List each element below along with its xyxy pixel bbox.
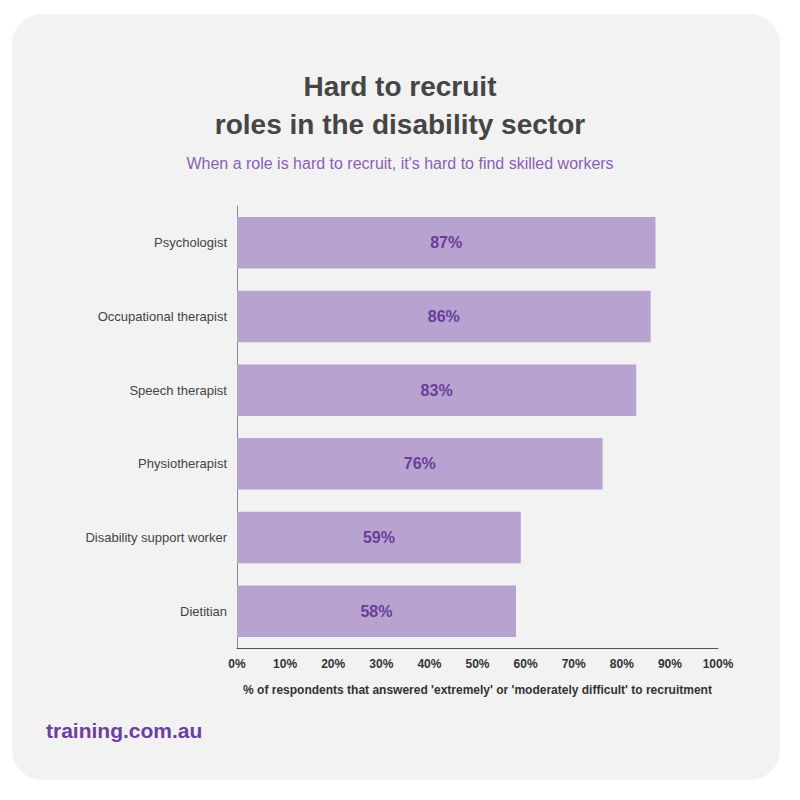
- svg-text:Psychologist: Psychologist: [154, 235, 227, 250]
- svg-text:Disability support worker: Disability support worker: [85, 530, 227, 545]
- svg-text:% of respondents that answered: % of respondents that answered 'extremel…: [243, 683, 712, 697]
- svg-text:30%: 30%: [369, 657, 393, 671]
- svg-text:10%: 10%: [273, 657, 297, 671]
- svg-text:50%: 50%: [465, 657, 489, 671]
- svg-text:Occupational therapist: Occupational therapist: [98, 309, 228, 324]
- svg-text:Hard to recruit: Hard to recruit: [304, 71, 497, 102]
- svg-text:90%: 90%: [658, 657, 682, 671]
- svg-text:60%: 60%: [514, 657, 538, 671]
- svg-text:86%: 86%: [428, 308, 460, 325]
- svg-text:Physiotherapist: Physiotherapist: [138, 456, 227, 471]
- svg-text:0%: 0%: [228, 657, 246, 671]
- svg-text:20%: 20%: [321, 657, 345, 671]
- svg-text:When a role is hard to recruit: When a role is hard to recruit, it's har…: [186, 155, 613, 172]
- svg-text:59%: 59%: [363, 529, 395, 546]
- svg-text:70%: 70%: [562, 657, 586, 671]
- svg-text:Speech therapist: Speech therapist: [129, 383, 227, 398]
- svg-text:87%: 87%: [430, 234, 462, 251]
- svg-text:83%: 83%: [421, 382, 453, 399]
- svg-text:80%: 80%: [610, 657, 634, 671]
- svg-text:58%: 58%: [360, 603, 392, 620]
- svg-text:76%: 76%: [404, 455, 436, 472]
- svg-text:Dietitian: Dietitian: [180, 604, 227, 619]
- svg-text:40%: 40%: [417, 657, 441, 671]
- svg-text:roles in the disability sector: roles in the disability sector: [215, 109, 585, 140]
- svg-text:training.com.au: training.com.au: [46, 719, 202, 742]
- svg-text:100%: 100%: [703, 657, 734, 671]
